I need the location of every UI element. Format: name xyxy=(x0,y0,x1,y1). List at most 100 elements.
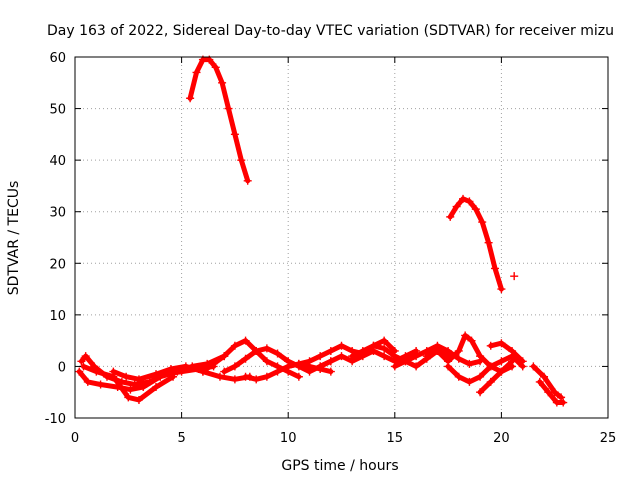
data-point xyxy=(471,205,480,214)
data-point xyxy=(559,398,568,407)
data-point xyxy=(252,346,261,355)
data-point xyxy=(316,352,325,361)
series-line xyxy=(477,358,515,395)
data-point xyxy=(126,385,135,394)
data-point xyxy=(96,380,105,389)
data-point xyxy=(478,218,487,227)
data-point xyxy=(380,352,389,361)
data-point xyxy=(497,285,506,294)
series-line xyxy=(445,353,526,385)
series-line xyxy=(424,333,515,375)
data-point xyxy=(412,352,421,361)
series-low-15 xyxy=(476,357,517,397)
series-arc-high-evening xyxy=(446,194,506,294)
series-low-2 xyxy=(77,352,218,389)
data-point xyxy=(92,367,101,376)
data-point xyxy=(181,362,190,371)
data-point xyxy=(486,341,495,350)
data-point xyxy=(401,357,410,366)
data-point xyxy=(152,370,161,379)
data-point xyxy=(444,346,453,355)
data-point xyxy=(454,354,463,363)
data-point xyxy=(145,377,154,386)
y-tick-label: 50 xyxy=(49,103,66,118)
y-tick-label: 0 xyxy=(58,360,66,375)
data-point xyxy=(130,380,139,389)
data-point xyxy=(209,359,218,368)
data-point xyxy=(237,156,246,165)
data-point xyxy=(252,375,261,384)
data-point xyxy=(412,362,421,371)
data-point xyxy=(369,341,378,350)
data-point xyxy=(433,346,442,355)
data-point xyxy=(294,372,303,381)
data-point xyxy=(358,346,367,355)
data-point xyxy=(467,336,476,345)
data-point xyxy=(192,68,201,77)
data-point xyxy=(198,367,207,376)
data-point xyxy=(273,349,282,358)
series-arc-high-morning xyxy=(186,55,252,185)
series-low-13 xyxy=(444,352,527,386)
data-point xyxy=(326,346,335,355)
data-point xyxy=(77,357,86,366)
series-line xyxy=(488,340,526,364)
data-point xyxy=(224,104,233,113)
data-point xyxy=(230,362,239,371)
data-point xyxy=(484,238,493,247)
data-point xyxy=(486,362,495,371)
data-point xyxy=(461,331,470,340)
y-axis-label: SDTVAR / TECUs xyxy=(6,181,22,296)
data-point xyxy=(326,357,335,366)
series-low-17 xyxy=(535,377,568,407)
axis-ticks: -10 0 10 20 30 40 50 60 0 5 10 15 20 25 xyxy=(45,51,617,446)
data-point xyxy=(273,367,282,376)
x-tick-label: 10 xyxy=(280,431,297,446)
data-point xyxy=(337,352,346,361)
data-point xyxy=(230,375,239,384)
grid-lines xyxy=(75,57,608,418)
x-tick-label: 0 xyxy=(71,431,79,446)
data-point xyxy=(529,362,538,371)
data-point xyxy=(508,357,517,366)
data-point xyxy=(109,367,118,376)
data-point xyxy=(497,367,506,376)
series-low-14 xyxy=(486,339,527,366)
data-point xyxy=(444,362,453,371)
data-point xyxy=(169,372,178,381)
x-axis-label: GPS time / hours xyxy=(281,458,398,474)
data-point xyxy=(134,395,143,404)
data-point xyxy=(218,78,227,87)
data-point xyxy=(452,202,461,211)
x-tick-label: 20 xyxy=(493,431,510,446)
data-point xyxy=(294,359,303,368)
data-point xyxy=(348,352,357,361)
data-point xyxy=(211,63,220,72)
y-tick-label: 10 xyxy=(49,309,66,324)
y-tick-label: 40 xyxy=(49,154,66,169)
data-point xyxy=(476,352,485,361)
x-tick-label: 15 xyxy=(387,431,404,446)
data-point xyxy=(446,212,455,221)
data-point xyxy=(510,272,519,281)
data-point xyxy=(459,194,468,203)
y-tick-label: 20 xyxy=(49,257,66,272)
data-point xyxy=(124,393,133,402)
series-low-16 xyxy=(529,362,566,402)
data-point xyxy=(262,372,271,381)
data-point xyxy=(540,372,549,381)
data-point xyxy=(81,352,90,361)
series-line xyxy=(110,363,253,382)
data-point xyxy=(241,354,250,363)
data-point xyxy=(83,377,92,386)
data-point xyxy=(454,346,463,355)
data-point xyxy=(243,176,252,185)
data-point xyxy=(380,344,389,353)
series-line xyxy=(530,363,564,400)
y-tick-label: 30 xyxy=(49,206,66,221)
series-low-11 xyxy=(390,341,485,371)
data-point xyxy=(122,372,131,381)
data-point xyxy=(220,367,229,376)
